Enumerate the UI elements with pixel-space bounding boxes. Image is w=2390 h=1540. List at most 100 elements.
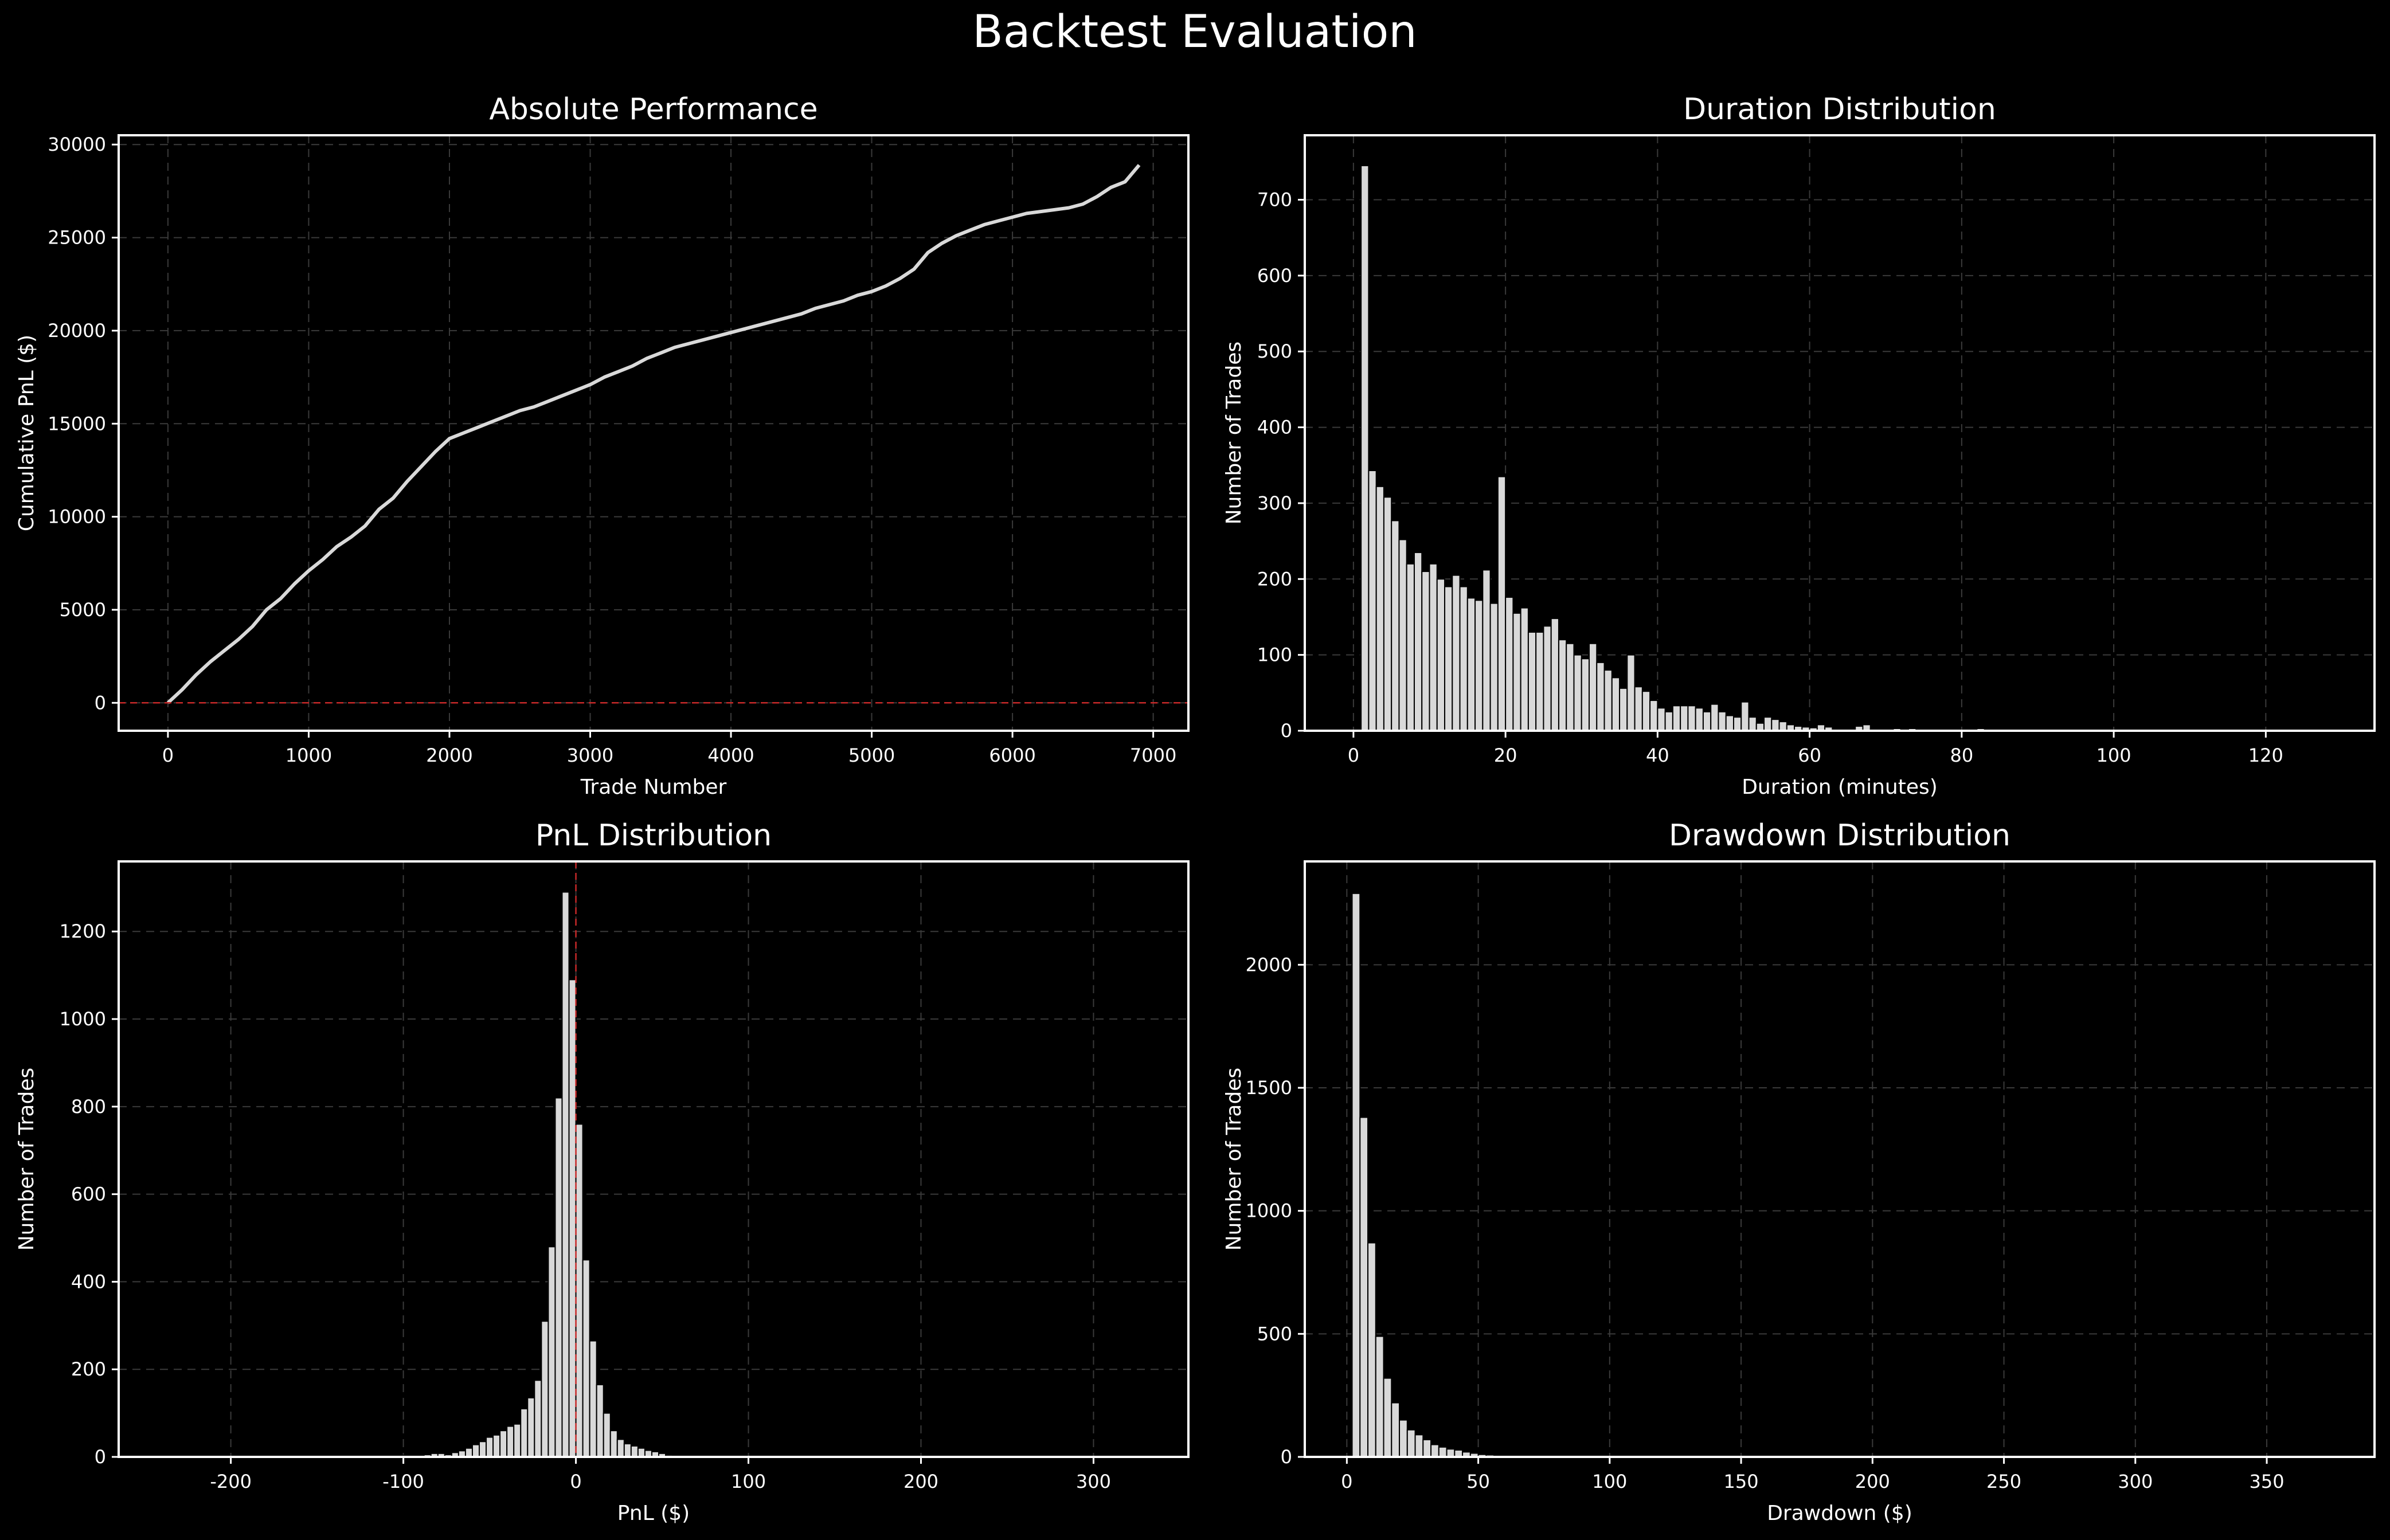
histogram-bar [1535,631,1544,731]
histogram-bar [541,1320,549,1458]
histogram-bar [1702,711,1712,732]
y-tick-label: 400 [1257,417,1292,438]
histogram-bar [1543,625,1552,731]
y-tick-label: 100 [1257,644,1292,666]
histogram-bar [1603,669,1613,731]
histogram-bar [1429,563,1438,732]
x-tick-label: 0 [1341,1471,1352,1492]
histogram-bar [568,979,577,1458]
x-tick-label: 0 [162,744,174,766]
histogram-bar [547,1246,556,1458]
x-tick-label: 1000 [285,744,332,766]
histogram-bar [1573,654,1582,731]
histogram-bar [1446,1448,1456,1458]
histogram-bar [1375,1335,1384,1458]
y-tick-label: 500 [1257,340,1292,362]
histogram-bar [1398,539,1407,731]
axes-frame [1304,860,2376,1458]
histogram-bar [1489,602,1499,731]
chart-title: Duration Distribution [1683,92,1996,127]
histogram-bar [1527,631,1537,731]
y-tick-label: 2000 [1246,954,1292,975]
x-tick-label: 120 [2248,744,2283,766]
y-tick-label: 5000 [60,599,106,621]
histogram-bar [1672,705,1681,731]
y-tick-label: 0 [95,692,106,714]
y-axis-label: Number of Trades [1222,1068,1246,1251]
y-tick-label: 300 [1257,492,1292,514]
histogram-bar [616,1439,625,1457]
y-tick-label: 800 [71,1096,106,1118]
histogram-bar [1359,1116,1369,1458]
x-tick-label: 300 [2118,1471,2153,1492]
histogram-bar [1778,721,1787,731]
x-tick-label: 100 [1592,1471,1627,1492]
histogram-bar [1351,892,1361,1458]
y-tick-label: 30000 [48,134,106,155]
histogram-bar [1391,1402,1401,1457]
y-tick-label: 500 [1257,1323,1292,1345]
x-axis-label: Drawdown ($) [1767,1502,1912,1525]
x-tick-label: 300 [1076,1471,1111,1492]
histogram-bar [1695,707,1704,731]
histogram-bar [582,1259,590,1457]
histogram-bar [1383,1377,1392,1457]
x-tick-label: 20 [1494,744,1517,766]
histogram-bar [527,1397,535,1458]
x-tick-label: 0 [570,1471,581,1492]
x-tick-label: 0 [1348,744,1359,766]
histogram-bar [492,1434,501,1458]
x-axis-label: Trade Number [580,775,727,799]
x-tick-label: 250 [1986,1471,2021,1492]
histogram-bar [1414,1434,1424,1458]
x-tick-label: 6000 [989,744,1035,766]
histogram-bar [1641,691,1651,732]
axes-frame [118,134,1190,732]
histogram-bar [1383,496,1392,732]
histogram-bar [630,1445,639,1457]
chart-title: Drawdown Distribution [1669,818,2010,853]
histogram-bar [1566,642,1575,731]
figure-title: Backtest Evaluation [972,6,1417,58]
histogram-bar [1505,597,1514,732]
histogram-bar [623,1443,632,1457]
x-tick-label: 7000 [1130,744,1176,766]
y-tick-label: 0 [1281,1446,1292,1468]
histogram-bar [1436,578,1446,731]
histogram-bar [1649,700,1658,732]
histogram-bar [1596,661,1605,732]
y-tick-label: 200 [71,1358,106,1380]
histogram-bar [1634,686,1643,732]
histogram-bar [1619,687,1628,731]
y-tick-label: 700 [1257,189,1292,211]
histogram-bar [1422,1439,1432,1458]
histogram-bar [1413,551,1423,731]
y-tick-label: 25000 [48,227,106,249]
x-tick-label: 40 [1646,744,1669,766]
chart-title: Absolute Performance [489,92,817,127]
histogram-bar [1406,563,1415,732]
histogram-bar [513,1423,522,1457]
y-tick-label: 1000 [60,1008,106,1030]
histogram-bar [589,1340,597,1458]
histogram-bar [471,1444,480,1458]
histogram-bar [1771,719,1780,731]
y-tick-label: 400 [71,1271,106,1292]
histogram-bar [1680,705,1689,731]
histogram-bar [1589,642,1598,731]
histogram-bar [486,1436,494,1458]
histogram-bar [1725,715,1734,732]
histogram-bar [609,1430,618,1458]
chart-absolute-performance: 0 1000 2000 3000 4000 5000 6000 7000 0 5000 10000 1… [15,92,1190,799]
histogram-bar [1512,612,1521,732]
y-axis-label: Cumulative PnL ($) [15,335,38,531]
histogram-bar [637,1447,646,1458]
histogram-bar [1687,705,1696,731]
x-tick-label: -200 [210,1471,252,1492]
y-axis-label: Number of Trades [1222,342,1246,525]
histogram-bar [596,1384,604,1457]
histogram-bar [1482,569,1491,731]
histogram-bar [1732,716,1742,731]
